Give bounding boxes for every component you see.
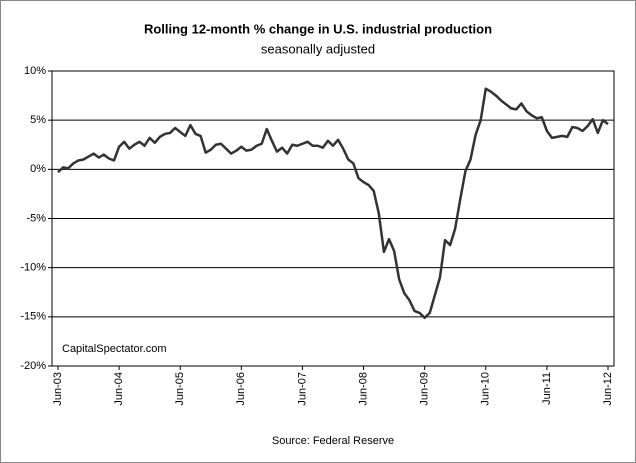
- chart-subtitle: seasonally adjusted: [261, 41, 375, 56]
- x-tick-label: Jun-12: [602, 372, 614, 406]
- x-tick-label: Jun-06: [235, 372, 247, 406]
- x-tick-label: Jun-04: [113, 372, 125, 406]
- x-tick-label: Jun-07: [296, 372, 308, 406]
- x-tick-label: Jun-08: [357, 372, 369, 406]
- y-tick-label: -10%: [20, 262, 46, 274]
- data-line: [57, 87, 609, 320]
- y-tick-label: -15%: [20, 311, 46, 323]
- annotation: CapitalSpectator.com: [62, 343, 167, 355]
- x-tick-label: Jun-05: [174, 372, 186, 406]
- chart-title: Rolling 12-month % change in U.S. indust…: [144, 21, 492, 36]
- x-tick-label: Jun-10: [480, 372, 492, 406]
- y-tick-label: -20%: [20, 360, 46, 372]
- y-tick-label: 0%: [30, 163, 46, 175]
- y-tick-label: 5%: [30, 114, 46, 126]
- x-tick-label: Jun-09: [419, 372, 431, 406]
- x-tick-label: Jun-03: [52, 372, 64, 406]
- y-tick-label: -5%: [26, 212, 46, 224]
- x-tick-label: Jun-11: [541, 372, 553, 405]
- y-tick-label: 10%: [24, 65, 46, 77]
- source-note: Source: Federal Reserve: [272, 435, 394, 447]
